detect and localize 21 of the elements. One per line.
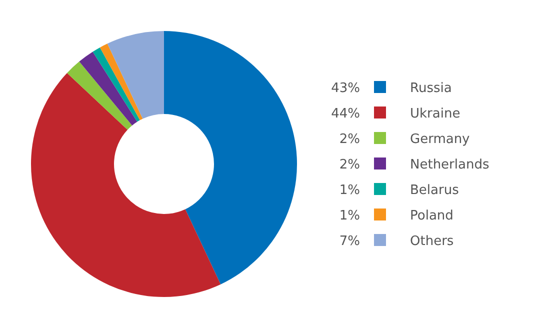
data-label: 43% [331,81,360,96]
donut-slice [67,62,132,130]
data-label: 1% [339,208,360,224]
legend-label: Russia [410,81,452,96]
donut-slice [164,31,297,284]
data-label: 7% [339,234,360,249]
legend-label: Netherlands [410,158,490,172]
donut-slice [31,72,221,297]
donut-slice [92,47,140,122]
legend-label: Belarus [410,183,460,198]
data-label: 2% [339,132,360,147]
donut-slice [79,52,138,126]
data-label: 1% [339,183,360,198]
data-label: 2% [339,158,360,172]
donut-slice [107,31,164,119]
legend-label: Poland [410,208,454,224]
donut-slice [100,44,143,120]
legend-label: Ukraine [410,106,460,122]
legend-label: Germany [410,132,470,147]
data-label: 44% [331,106,360,122]
legend-label: Others [410,234,454,249]
